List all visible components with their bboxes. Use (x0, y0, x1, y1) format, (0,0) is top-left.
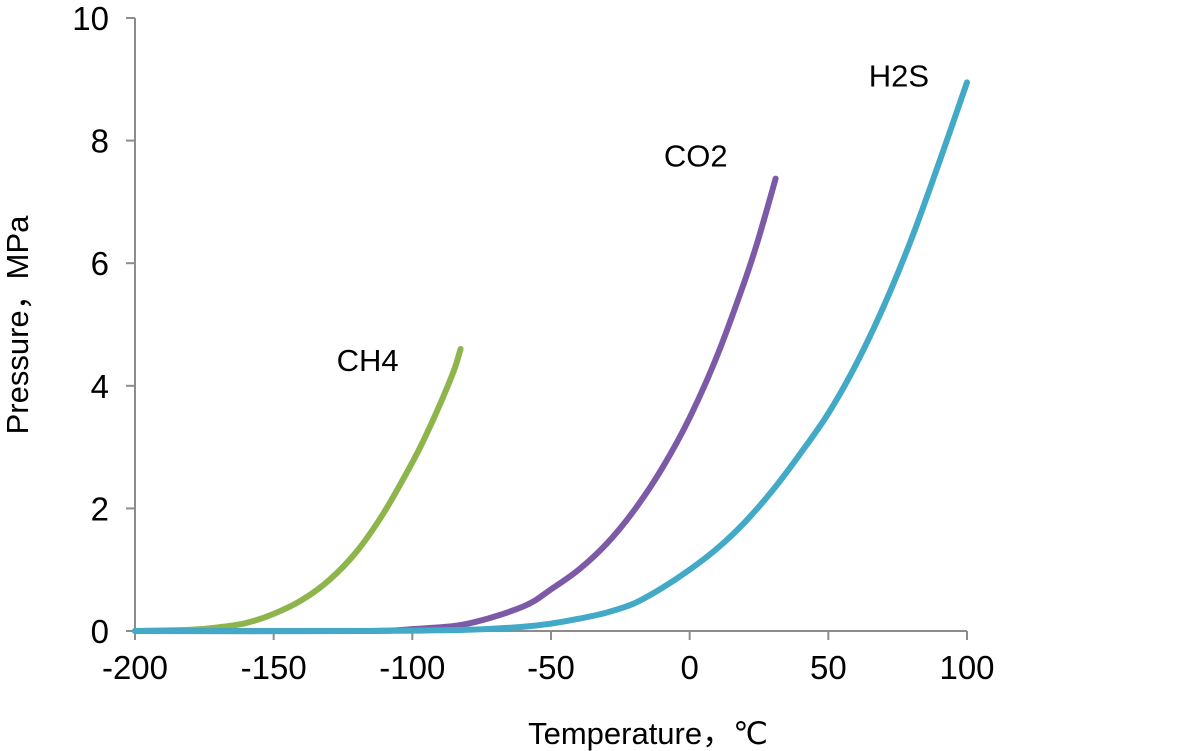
x-tick-label: 100 (939, 649, 994, 686)
x-axis-ticks: -200 -150 -100 -50 0 50 100 (102, 631, 995, 686)
x-tick-label: -200 (102, 649, 168, 686)
x-tick-label: -150 (241, 649, 307, 686)
series-label-ch4: CH4 (337, 343, 399, 378)
series-label-co2: CO2 (664, 139, 728, 174)
y-tick-label: 6 (91, 245, 109, 282)
y-axis-ticks: 0 2 4 6 8 10 (72, 0, 135, 650)
series-line-h2s (132, 79, 970, 635)
x-tick-label: 0 (680, 649, 698, 686)
y-tick-label: 8 (91, 123, 109, 160)
x-tick-label: 50 (810, 649, 847, 686)
x-axis-title: Temperature，℃ (528, 716, 768, 751)
x-tick-label: -50 (527, 649, 575, 686)
series-lines (132, 79, 970, 635)
y-tick-label: 2 (91, 490, 109, 527)
series-line-co2 (132, 175, 779, 635)
series-label-h2s: H2S (869, 58, 929, 93)
x-tick-label: -100 (379, 649, 445, 686)
y-tick-label: 10 (72, 0, 109, 37)
series-line-ch4 (132, 346, 464, 634)
y-tick-label: 4 (91, 368, 109, 405)
series-labels: CH4 CO2 H2S (337, 58, 929, 378)
plot-area: 0 2 4 6 8 10 -200 -150 -100 -50 0 50 100 CH4 CO2 H2S (72, 0, 994, 686)
y-tick-label: 0 (91, 613, 109, 650)
y-axis-title: Pressure，MPa (0, 215, 35, 435)
